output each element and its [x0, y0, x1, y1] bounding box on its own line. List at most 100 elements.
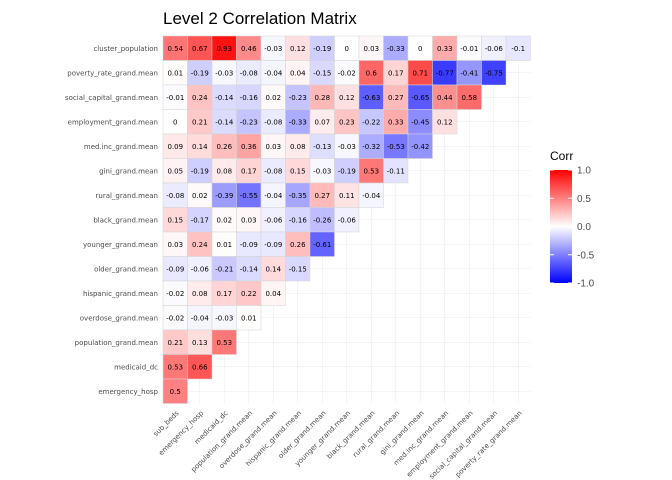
cell-value-label: 0.21 — [192, 118, 208, 126]
cell-value-label: 0.02 — [265, 94, 281, 102]
heatmap-cell: 0.33 — [383, 109, 409, 135]
heatmap-cell: -0.03 — [211, 60, 237, 86]
heatmap-cell-fill — [407, 84, 433, 110]
heatmap-cell: -0.08 — [260, 158, 286, 184]
cell-value-label: 0.33 — [437, 45, 453, 53]
heatmap-cell-fill — [187, 354, 213, 380]
heatmap-cell: 0.36 — [236, 133, 262, 159]
x-tick-label: rural_grand.mean — [351, 409, 401, 459]
heatmap-cell-fill — [309, 133, 335, 159]
heatmap-cell-fill — [211, 329, 237, 355]
heatmap-cell: -0.55 — [236, 182, 262, 208]
heatmap-cell: -0.33 — [285, 109, 311, 135]
cell-value-label: -0.03 — [313, 167, 331, 175]
cell-value-label: -0.03 — [338, 143, 356, 151]
cell-value-label: -0.39 — [215, 192, 233, 200]
cell-value-label: -0.06 — [338, 216, 357, 224]
heatmap-cell: 0.07 — [309, 109, 335, 135]
heatmap-cell: 0.28 — [309, 84, 335, 110]
heatmap-cell: -0.14 — [211, 109, 237, 135]
heatmap-cell-fill — [162, 280, 188, 306]
heatmap-cell: 0.24 — [187, 84, 213, 110]
cell-value-label: 0.6 — [366, 69, 378, 77]
heatmap-cell-fill — [236, 158, 262, 184]
cell-value-label: -0.53 — [387, 143, 405, 151]
cell-value-label: 0.03 — [363, 45, 379, 53]
cell-value-label: 0.36 — [241, 143, 257, 151]
heatmap-cell: -0.77 — [432, 60, 458, 86]
heatmap-cell-fill — [358, 84, 384, 110]
heatmap-cell: 0.05 — [162, 158, 188, 184]
heatmap-cell: -0.41 — [456, 60, 482, 86]
heatmap-cell-fill — [285, 207, 311, 233]
x-tick-label: emergency_hosp — [157, 409, 205, 457]
heatmap-cell: -0.03 — [260, 35, 286, 61]
heatmap-cell: 0.21 — [162, 329, 188, 355]
heatmap-cell-fill — [211, 207, 237, 233]
heatmap-cell: 0.03 — [358, 35, 384, 61]
heatmap-cell-fill — [187, 280, 213, 306]
cell-value-label: -0.03 — [215, 314, 233, 322]
heatmap-cell-fill — [334, 109, 360, 135]
cell-value-label: -0.19 — [338, 167, 356, 175]
cell-value-label: 0.14 — [192, 143, 208, 151]
heatmap-cell: -0.19 — [187, 60, 213, 86]
heatmap-cell: 0.26 — [285, 231, 311, 257]
heatmap-cell: -0.11 — [383, 158, 409, 184]
heatmap-cell-fill — [236, 305, 262, 331]
cell-value-label: 0.24 — [192, 94, 208, 102]
heatmap-cell-fill — [334, 207, 360, 233]
heatmap-cell: -0.01 — [162, 84, 188, 110]
heatmap-cell: 0.17 — [383, 60, 409, 86]
cell-value-label: -0.65 — [411, 94, 429, 102]
heatmap-cell: -0.08 — [260, 109, 286, 135]
heatmap-cell-fill — [432, 60, 458, 86]
cell-value-label: 0.03 — [265, 143, 281, 151]
cell-value-label: 0.17 — [216, 290, 232, 298]
cell-value-label: 0.08 — [216, 167, 232, 175]
heatmap-cell-fill — [236, 256, 262, 282]
cell-value-label: 0.22 — [241, 290, 257, 298]
heatmap-cells: 0.54 0.67 0.93 0.46 -0.03 0.12 -0.19 0 0.03 -0.33… — [162, 35, 531, 404]
legend-tick-label: 0.5 — [577, 194, 591, 205]
heatmap-cell: 0.53 — [211, 329, 237, 355]
heatmap-cell: 0.6 — [358, 60, 384, 86]
heatmap-cell: 0.01 — [162, 60, 188, 86]
heatmap-cell: -0.08 — [162, 182, 188, 208]
heatmap-cell: 0.08 — [211, 158, 237, 184]
cell-value-label: -0.16 — [240, 94, 259, 102]
heatmap-cell-fill — [309, 109, 335, 135]
cell-value-label: 0.26 — [216, 143, 232, 151]
cell-value-label: 0.12 — [290, 45, 306, 53]
cell-value-label: 0.53 — [363, 167, 379, 175]
heatmap-cell: -0.65 — [407, 84, 433, 110]
cell-value-label: -0.01 — [460, 45, 478, 53]
heatmap-cell: 0.12 — [334, 84, 360, 110]
heatmap-cell: -0.35 — [285, 182, 311, 208]
heatmap-cell: -0.26 — [309, 207, 335, 233]
heatmap-cell: 0.13 — [187, 329, 213, 355]
heatmap-cell-fill — [456, 35, 482, 61]
heatmap-cell-fill — [211, 109, 237, 135]
heatmap-cell: -0.01 — [456, 35, 482, 61]
cell-value-label: -0.26 — [313, 216, 332, 224]
y-tick-label: population_grand.mean — [75, 339, 158, 347]
heatmap-cell: 0.03 — [236, 207, 262, 233]
cell-value-label: 0.93 — [216, 45, 232, 53]
heatmap-cell-fill — [236, 109, 262, 135]
heatmap-cell: 0.01 — [211, 231, 237, 257]
heatmap-cell: 0.27 — [383, 84, 409, 110]
cell-value-label: -0.19 — [191, 167, 209, 175]
heatmap-cell: 0.24 — [187, 231, 213, 257]
heatmap-cell-fill — [260, 60, 286, 86]
heatmap-cell: 0.27 — [309, 182, 335, 208]
y-tick-label: black_grand.mean — [93, 216, 158, 224]
cell-value-label: 0.28 — [314, 94, 330, 102]
legend-color-bar — [550, 170, 572, 283]
cell-value-label: 0 — [418, 45, 422, 53]
heatmap-cell-fill — [285, 158, 311, 184]
heatmap-cell: -0.42 — [407, 133, 433, 159]
cell-value-label: -0.33 — [387, 45, 405, 53]
heatmap-cell: -0.06 — [187, 256, 213, 282]
heatmap-cell: 0.14 — [187, 133, 213, 159]
